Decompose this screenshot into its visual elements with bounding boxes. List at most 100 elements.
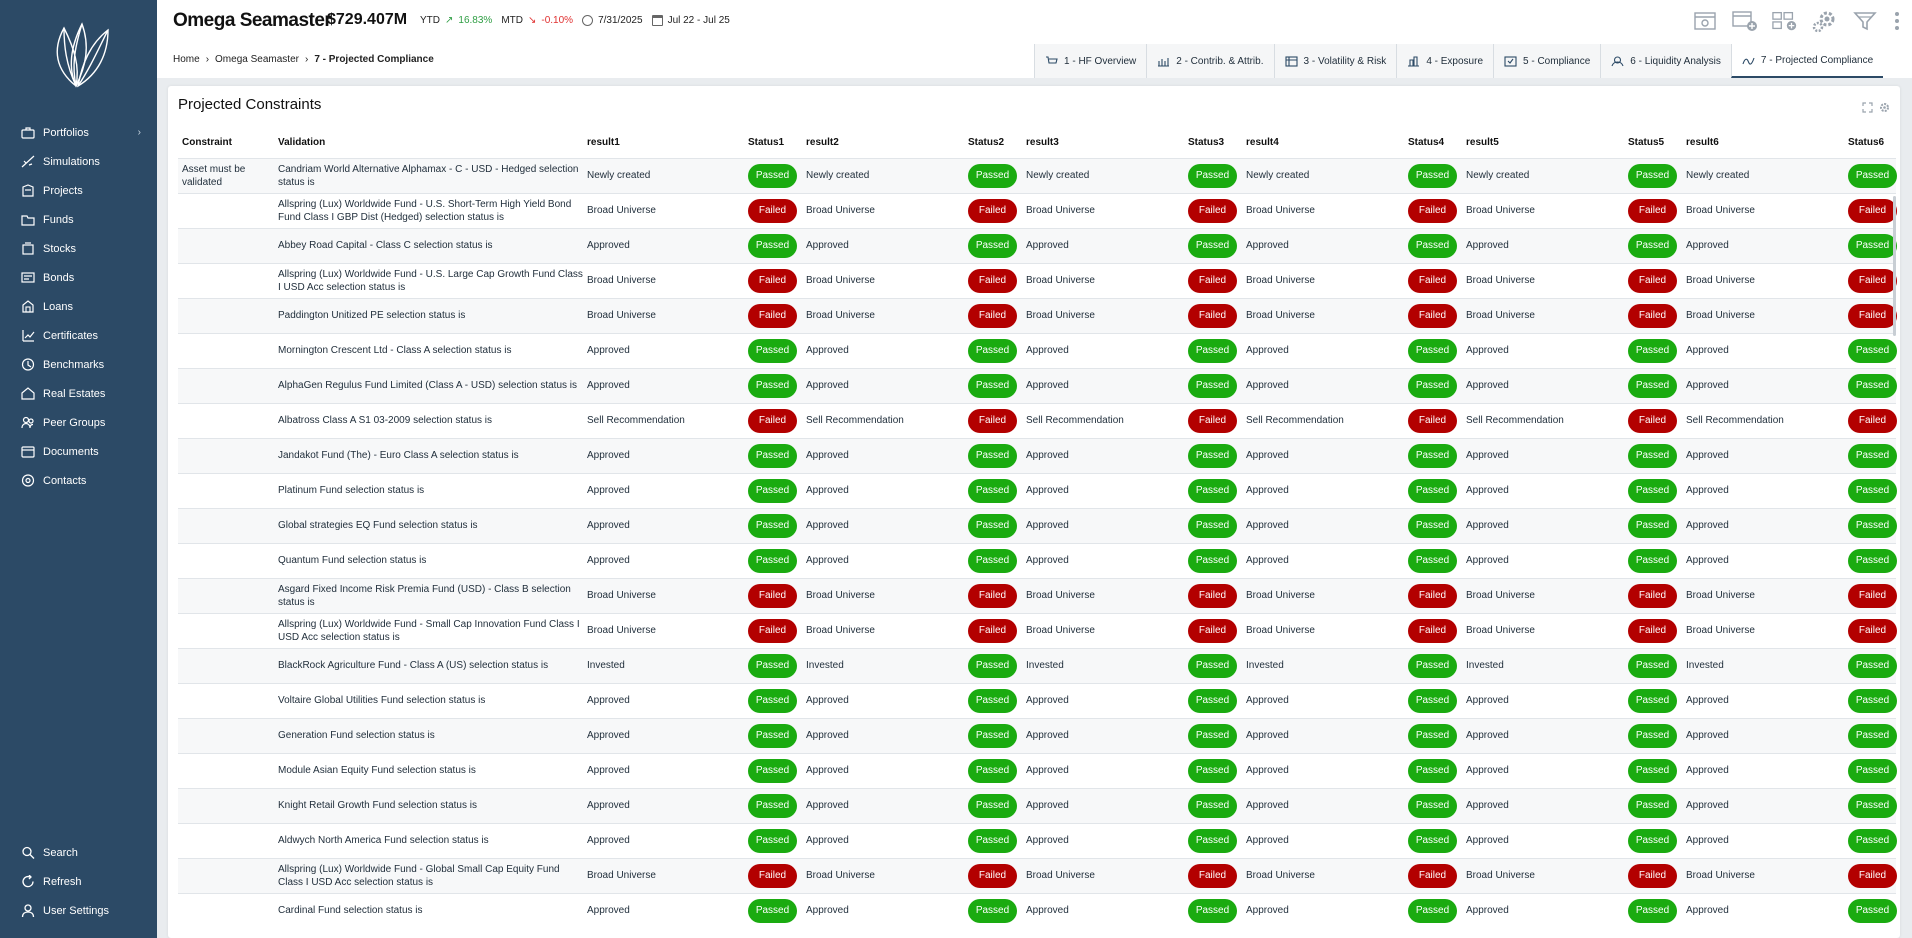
table-row[interactable]: Asgard Fixed Income Risk Premia Fund (US…	[178, 577, 1897, 613]
status-cell: Passed	[964, 157, 1022, 193]
gear-icon[interactable]	[1812, 9, 1838, 33]
table-row[interactable]: Allspring (Lux) Worldwide Fund - U.S. Sh…	[178, 192, 1897, 228]
result-cell: Approved	[1242, 437, 1404, 473]
column-header-result2[interactable]: result2	[806, 137, 839, 149]
sidebar-item-bonds[interactable]: Bonds	[0, 263, 157, 292]
bonds-icon	[19, 270, 37, 286]
sidebar-item-user-settings[interactable]: User Settings	[0, 896, 157, 925]
sidebar-item-funds[interactable]: Funds	[0, 205, 157, 234]
table-row[interactable]: Voltaire Global Utilities Fund selection…	[178, 682, 1897, 718]
sidebar-item-loans[interactable]: Loans	[0, 292, 157, 321]
result-cell: Invested	[1682, 647, 1844, 683]
result-cell: Approved	[1022, 682, 1184, 718]
result-cell: Approved	[583, 822, 744, 858]
status-badge: Passed	[1848, 898, 1897, 923]
column-header-status2[interactable]: Status2	[968, 137, 1005, 149]
breadcrumb-home[interactable]: Home	[173, 54, 200, 65]
sidebar-item-contacts[interactable]: Contacts	[0, 466, 157, 495]
tab-bar: 1 - HF Overview 2 - Contrib. & Attrib. 3 -…	[1034, 44, 1884, 78]
column-header-validation[interactable]: Validation	[278, 137, 326, 149]
vertical-scrollbar[interactable]	[1893, 196, 1896, 336]
result-cell: Broad Universe	[1682, 297, 1844, 333]
table-row[interactable]: AlphaGen Regulus Fund Limited (Class A -…	[178, 367, 1897, 403]
table-row[interactable]: Quantum Fund selection status is Approved…	[178, 542, 1897, 578]
sidebar-item-search[interactable]: Search	[0, 838, 157, 867]
column-header-result1[interactable]: result1	[587, 137, 620, 149]
tab-4-exposure[interactable]: 4 - Exposure	[1396, 44, 1494, 78]
sidebar-item-stocks[interactable]: Stocks	[0, 234, 157, 263]
table-row[interactable]: Asset must be validated Candriam World Al…	[178, 157, 1897, 193]
status-badge: Passed	[968, 548, 1017, 573]
column-header-status3[interactable]: Status3	[1188, 137, 1225, 149]
table-row[interactable]: BlackRock Agriculture Fund - Class A (US…	[178, 647, 1897, 683]
validation-cell: Global strategies EQ Fund selection stat…	[274, 507, 583, 543]
sidebar-item-refresh[interactable]: Refresh	[0, 867, 157, 896]
column-header-status5[interactable]: Status5	[1628, 137, 1665, 149]
status-cell: Passed	[1624, 227, 1682, 263]
sidebar-item-projects[interactable]: Projects	[0, 176, 157, 205]
expand-icon[interactable]	[1862, 102, 1873, 113]
sidebar-item-benchmarks[interactable]: Benchmarks	[0, 350, 157, 379]
tab-6-liquidity-analysis[interactable]: 6 - Liquidity Analysis	[1600, 44, 1731, 78]
table-row[interactable]: Albatross Class A S1 03-2009 selection s…	[178, 402, 1897, 438]
table-row[interactable]: Paddington Unitized PE selection status …	[178, 297, 1897, 333]
sidebar-item-real-estates[interactable]: Real Estates	[0, 379, 157, 408]
table-row[interactable]: Jandakot Fund (The) - Euro Class A selec…	[178, 437, 1897, 473]
table-row[interactable]: Module Asian Equity Fund selection statu…	[178, 752, 1897, 788]
sidebar-item-portfolios[interactable]: Portfolios ›	[0, 118, 157, 147]
column-header-result5[interactable]: result5	[1466, 137, 1499, 149]
result-cell: Approved	[1022, 892, 1184, 928]
column-header-result3[interactable]: result3	[1026, 137, 1059, 149]
table-row[interactable]: Global strategies EQ Fund selection stat…	[178, 507, 1897, 543]
more-vertical-icon[interactable]	[1892, 9, 1902, 33]
projects-icon	[19, 183, 37, 199]
status-cell: Passed	[1624, 367, 1682, 403]
status-cell: Failed	[964, 262, 1022, 298]
table-row[interactable]: Allspring (Lux) Worldwide Fund - U.S. La…	[178, 262, 1897, 298]
tab-5-compliance[interactable]: 5 - Compliance	[1493, 44, 1601, 78]
leaf-logo-icon[interactable]	[46, 20, 112, 90]
table-row[interactable]: Generation Fund selection status is Appro…	[178, 717, 1897, 753]
column-header-constraint[interactable]: Constraint	[182, 137, 232, 149]
column-header-result6[interactable]: result6	[1686, 137, 1719, 149]
status-badge: Failed	[968, 268, 1017, 293]
table-row[interactable]: Aldwych North America Fund selection sta…	[178, 822, 1897, 858]
sidebar-item-documents[interactable]: Documents	[0, 437, 157, 466]
status-cell: Passed	[1844, 682, 1897, 718]
table-row[interactable]: Allspring (Lux) Worldwide Fund - Small C…	[178, 612, 1897, 648]
ytd-value: 16.83%	[458, 15, 493, 26]
table-row[interactable]: Platinum Fund selection status is Approve…	[178, 472, 1897, 508]
table-row[interactable]: Abbey Road Capital - Class C selection s…	[178, 227, 1897, 263]
breadcrumb-fund[interactable]: Omega Seamaster	[215, 54, 299, 65]
add-layout-icon[interactable]	[1772, 9, 1798, 33]
column-header-status1[interactable]: Status1	[748, 137, 785, 149]
column-header-status6[interactable]: Status6	[1848, 137, 1885, 149]
table-row[interactable]: Knight Retail Growth Fund selection stat…	[178, 787, 1897, 823]
validation-cell: Allspring (Lux) Worldwide Fund - U.S. Sh…	[274, 192, 583, 228]
add-window-icon[interactable]	[1732, 9, 1758, 33]
table-row[interactable]: Allspring (Lux) Worldwide Fund - Global …	[178, 857, 1897, 893]
window-settings-icon[interactable]	[1692, 9, 1718, 33]
status-badge: Passed	[748, 163, 797, 188]
status-badge: Failed	[968, 303, 1017, 328]
column-header-status4[interactable]: Status4	[1408, 137, 1445, 149]
table-row[interactable]: Cardinal Fund selection status is Approve…	[178, 892, 1897, 928]
column-header-result4[interactable]: result4	[1246, 137, 1279, 149]
result-cell: Approved	[1462, 892, 1624, 928]
status-badge: Passed	[1848, 513, 1897, 538]
tab-2-contrib-attrib[interactable]: 2 - Contrib. & Attrib.	[1146, 44, 1274, 78]
sidebar-item-certificates[interactable]: Certificates	[0, 321, 157, 350]
tab-1-hf-overview[interactable]: 1 - HF Overview	[1034, 44, 1147, 78]
constraint-cell	[178, 192, 274, 228]
status-cell: Passed	[744, 157, 802, 193]
table-row[interactable]: Mornington Crescent Ltd - Class A select…	[178, 332, 1897, 368]
sidebar-item-simulations[interactable]: Simulations	[0, 147, 157, 176]
filter-icon[interactable]	[1852, 9, 1878, 33]
tab-3-volatility-risk[interactable]: 3 - Volatility & Risk	[1273, 44, 1397, 78]
panel-settings-icon[interactable]	[1879, 102, 1890, 113]
status-badge: Failed	[1628, 303, 1677, 328]
tab-7-projected-compliance[interactable]: 7 - Projected Compliance	[1730, 44, 1884, 78]
sidebar-item-peer-groups[interactable]: Peer Groups	[0, 408, 157, 437]
date-range[interactable]: Jul 22 - Jul 25	[667, 15, 730, 26]
result-cell: Broad Universe	[1462, 297, 1624, 333]
